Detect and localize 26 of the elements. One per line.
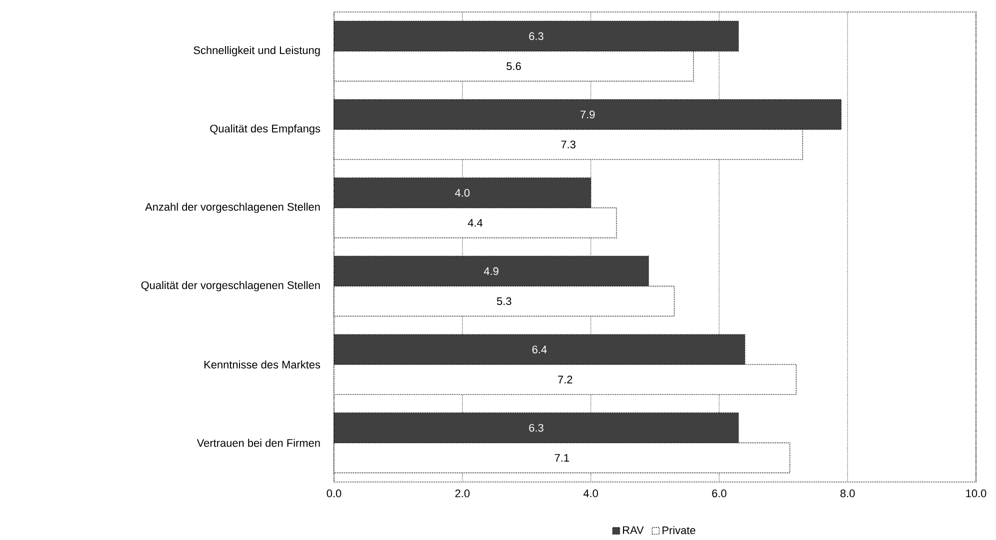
data-label: 7.2 xyxy=(558,376,572,384)
data-label: 7.3 xyxy=(561,140,576,149)
x-tick-label: 10.0 xyxy=(966,490,986,498)
data-label: 4.9 xyxy=(484,268,498,276)
data-label: 5.3 xyxy=(496,298,512,306)
data-label: 7.9 xyxy=(580,110,595,119)
data-label: 6.3 xyxy=(529,32,544,40)
y-tick-label: Qualität der vorgeschlagenen Stellen xyxy=(141,281,320,292)
legend-label: Private xyxy=(662,526,696,534)
x-tick-label: 2.0 xyxy=(455,490,470,498)
x-tick-label: 4.0 xyxy=(583,490,598,498)
x-tick-label: 6.0 xyxy=(712,490,726,498)
data-label: 4.4 xyxy=(468,219,483,227)
data-label: 6.4 xyxy=(532,346,547,354)
data-label: 5.6 xyxy=(506,62,521,70)
y-tick-label: Vertrauen bei den Firmen xyxy=(196,439,320,448)
y-tick-label: Kenntnisse des Marktes xyxy=(204,360,320,369)
data-label: 6.3 xyxy=(529,424,544,432)
x-tick-label: 0.0 xyxy=(326,490,342,498)
x-tick-label: 8.0 xyxy=(840,490,855,498)
data-label: 7.1 xyxy=(554,454,569,462)
y-tick-label: Anzahl der vorgeschlagenen Stellen xyxy=(145,202,320,214)
y-tick-label: Schnelligkeit und Leistung xyxy=(194,46,320,56)
legend-label: RAV xyxy=(623,526,644,534)
y-tick-label: Qualität des Empfangs xyxy=(210,124,320,135)
data-label: 4.0 xyxy=(455,189,470,197)
